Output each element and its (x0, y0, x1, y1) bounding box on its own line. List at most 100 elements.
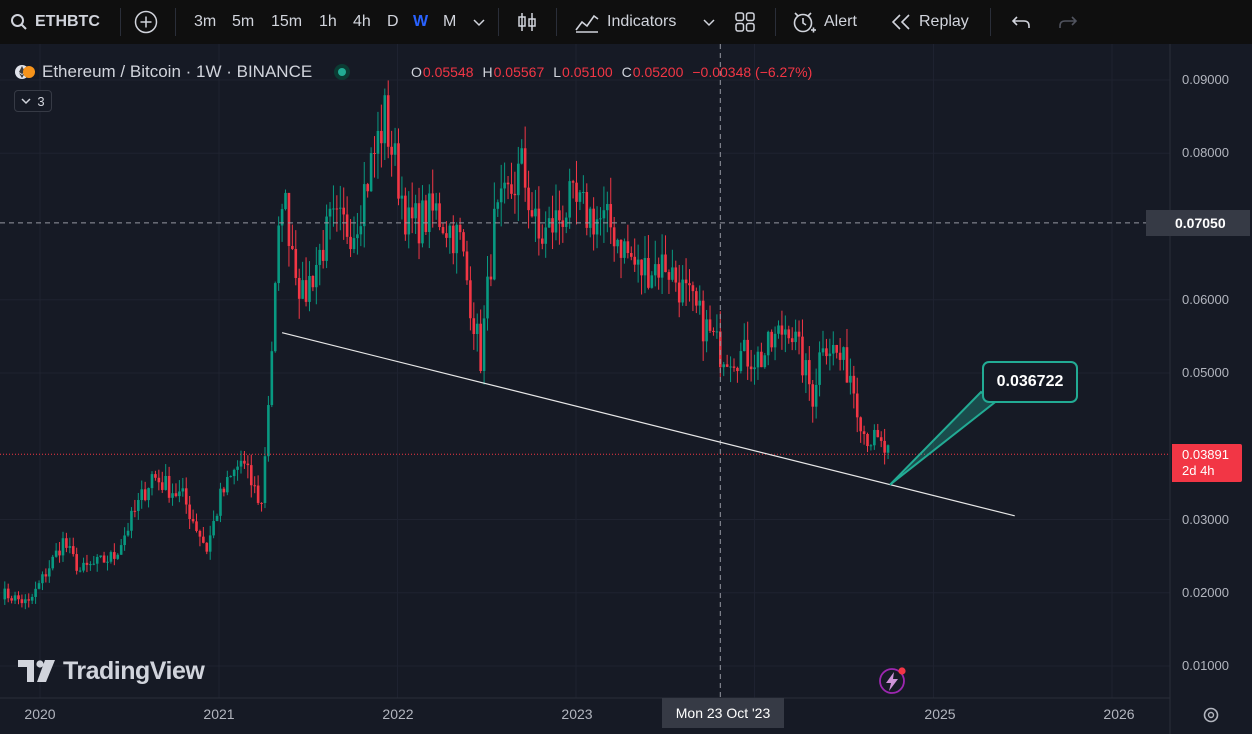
candle (626, 224, 630, 259)
indicators-label: Indicators (607, 13, 677, 30)
candle (243, 451, 246, 469)
candle (705, 309, 708, 353)
toolbar-divider (175, 8, 176, 36)
interval-1d[interactable]: D (387, 13, 399, 30)
candles-icon (518, 13, 536, 31)
top-toolbar: ETHBTC 3m 5m 15m 1h 4h D W M Indicators … (0, 0, 1252, 44)
candle (434, 192, 438, 220)
candle (568, 168, 571, 229)
indicators-collapse-button[interactable]: 3 (14, 90, 52, 112)
candle (424, 194, 428, 235)
interval-5m[interactable]: 5m (232, 13, 255, 30)
candle (763, 352, 767, 369)
candle (499, 164, 503, 227)
candle (417, 187, 421, 260)
candle (493, 182, 496, 281)
candle (315, 247, 318, 305)
open-key: O (411, 64, 422, 80)
candle (143, 481, 147, 502)
candle (99, 555, 102, 559)
candle (667, 269, 671, 294)
candle (383, 88, 387, 160)
candle (801, 319, 804, 383)
candle (246, 455, 250, 479)
interval-4h[interactable]: 4h (353, 13, 371, 30)
candle (561, 205, 565, 243)
redo-icon (1059, 16, 1078, 28)
tradingview-logo[interactable]: TradingView (18, 657, 205, 685)
alarm-clock-icon (793, 12, 816, 33)
price-axis-label: 0.09000 (1182, 72, 1229, 87)
candle (879, 431, 883, 448)
interval-3m[interactable]: 3m (194, 13, 217, 30)
candle (715, 314, 719, 339)
candle (397, 128, 400, 206)
candle (862, 425, 866, 445)
candle (338, 185, 342, 231)
candle (109, 550, 113, 564)
candle (588, 206, 592, 238)
symbol-search-button[interactable]: ETHBTC (10, 0, 100, 44)
candle (510, 162, 513, 199)
trendline-drawing[interactable] (281, 332, 1015, 517)
lightning-icon[interactable] (879, 667, 906, 694)
interval-15m[interactable]: 15m (271, 13, 303, 30)
chart-type-button[interactable] (515, 0, 539, 44)
replay-label: Replay (919, 13, 969, 30)
candle (335, 195, 339, 232)
candle (205, 542, 209, 555)
interval-1h[interactable]: 1h (319, 13, 337, 30)
candle (130, 507, 133, 539)
candle (318, 243, 322, 286)
time-axis-label: 2026 (1103, 706, 1135, 722)
candle (479, 309, 482, 374)
compare-symbol-button[interactable] (134, 0, 158, 44)
candle (873, 424, 876, 450)
market-status-icon[interactable] (334, 64, 351, 80)
candle (794, 319, 797, 351)
candle (137, 492, 140, 520)
candle (178, 480, 181, 503)
candle (362, 162, 366, 248)
candle (184, 477, 188, 514)
candle (712, 327, 715, 336)
candle (390, 130, 393, 177)
interval-dropdown-button[interactable] (472, 0, 486, 44)
candle (438, 192, 441, 231)
candle (739, 342, 743, 374)
price-callout-drawing[interactable]: 0.036722 (982, 361, 1078, 403)
redo-button[interactable] (1057, 0, 1079, 44)
symbol-legend[interactable]: Ethereum / Bitcoin · 1W · BINANCE (14, 62, 351, 82)
indicators-button[interactable]: Indicators (574, 0, 676, 44)
symbol-title: Ethereum / Bitcoin · 1W · BINANCE (42, 62, 313, 81)
candle (475, 313, 479, 352)
candle (564, 212, 568, 234)
time-axis-label: 2020 (24, 706, 56, 722)
candle (167, 466, 171, 503)
candle (523, 126, 527, 202)
candle (95, 554, 99, 572)
candle (554, 184, 558, 241)
layouts-button[interactable] (733, 0, 757, 44)
interval-1w-active[interactable]: W (413, 13, 429, 30)
interval-1m[interactable]: M (443, 13, 457, 30)
replay-button[interactable]: Replay (890, 0, 969, 44)
candle (876, 423, 880, 438)
undo-button[interactable] (1010, 0, 1032, 44)
toolbar-divider (990, 8, 991, 36)
alert-button[interactable]: Alert (791, 0, 857, 44)
candle (113, 543, 116, 566)
candle (256, 475, 260, 505)
candle (65, 532, 68, 553)
candle (448, 223, 452, 254)
candle (147, 487, 150, 508)
indicators-dropdown-button[interactable] (702, 0, 716, 44)
candle (445, 221, 448, 248)
candle (486, 256, 489, 331)
candle (821, 330, 825, 356)
settings-gear-icon[interactable] (1203, 707, 1219, 723)
candle (592, 197, 595, 251)
candle (92, 555, 96, 566)
candle (44, 568, 48, 583)
